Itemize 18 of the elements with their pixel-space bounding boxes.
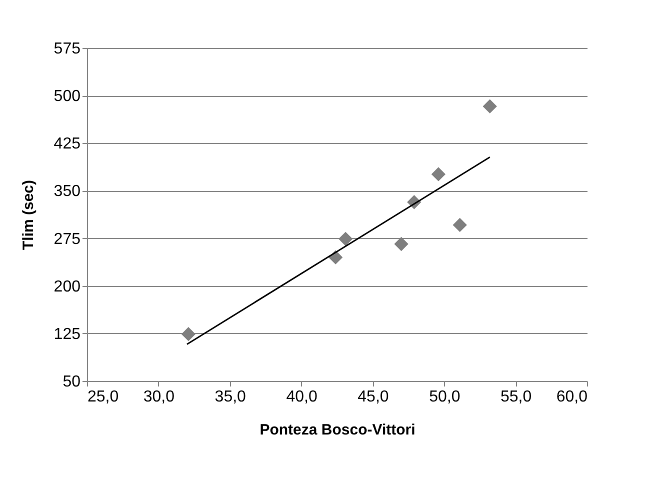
x-tick-label: 50,0 bbox=[429, 388, 460, 406]
x-tick-label: 35,0 bbox=[214, 388, 246, 406]
y-tick-label: 200 bbox=[54, 278, 81, 296]
y-tick-label: 500 bbox=[54, 88, 81, 106]
y-tick-label: 275 bbox=[54, 230, 81, 248]
x-tick-label: 55,0 bbox=[500, 388, 532, 406]
y-tick-label: 125 bbox=[54, 326, 81, 343]
y-tick-label: 350 bbox=[54, 183, 81, 200]
y-tick-label: 575 bbox=[54, 40, 81, 58]
x-tick-label: 30,0 bbox=[143, 388, 175, 406]
x-axis-title: Ponteza Bosco-Vittori bbox=[260, 422, 416, 438]
x-tick-label: 60,0 bbox=[556, 388, 588, 406]
x-tick-label: 40,0 bbox=[286, 388, 318, 406]
x-tick-label: 45,0 bbox=[358, 388, 389, 406]
y-axis-title: Tlim (sec) bbox=[20, 180, 37, 250]
y-tick-label: 50 bbox=[62, 374, 81, 390]
x-tick-label: 25,0 bbox=[88, 388, 119, 406]
y-tick-label: 425 bbox=[54, 136, 81, 153]
